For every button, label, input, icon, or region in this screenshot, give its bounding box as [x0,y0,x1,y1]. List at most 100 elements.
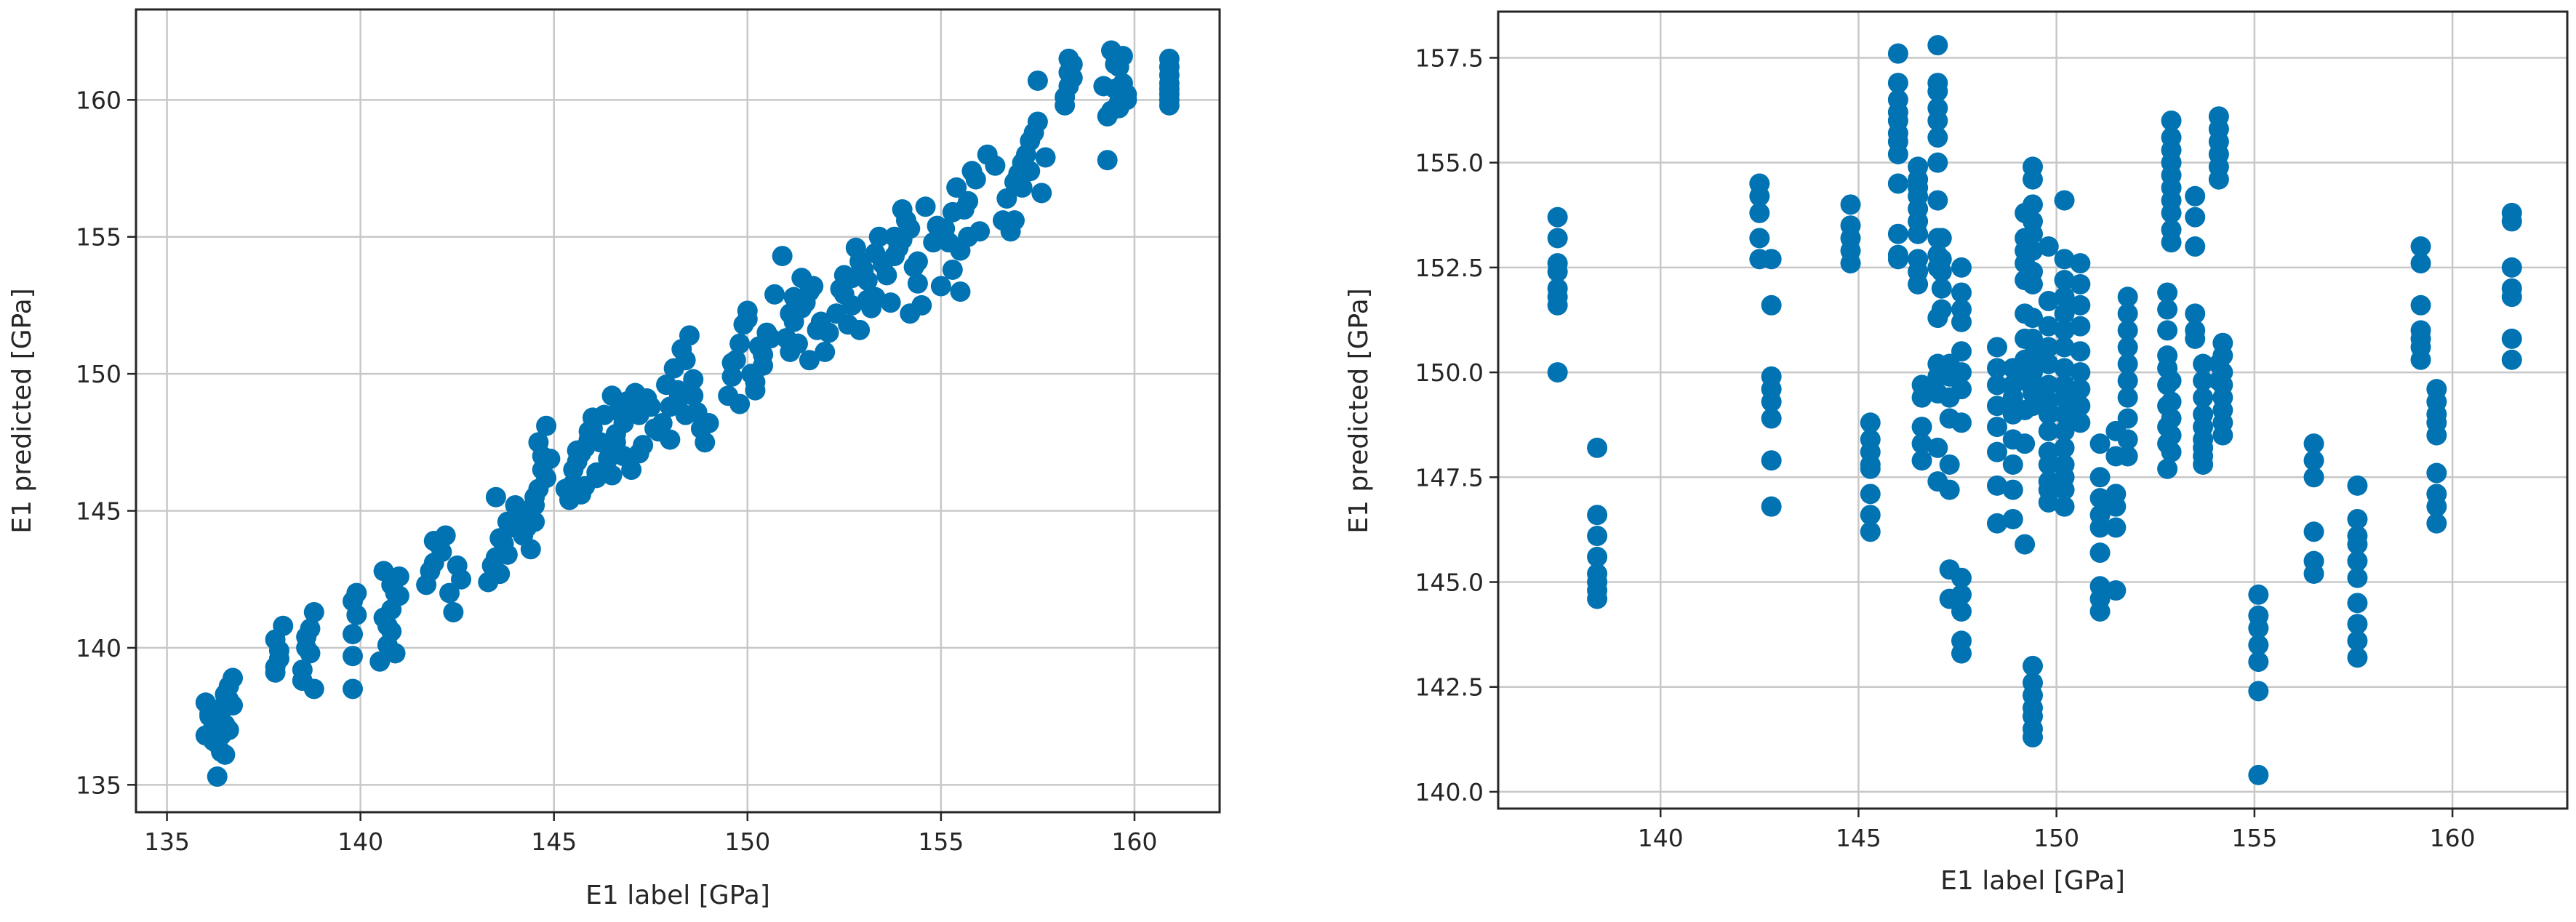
right-data-point [2117,370,2138,391]
right-data-point [2157,282,2178,303]
right-data-point [2054,387,2075,408]
right-data-point [1931,228,1952,249]
right-data-point [2038,454,2059,475]
left-data-point [1159,79,1180,100]
right-data-point [2070,379,2091,400]
left-data-point [1108,97,1129,119]
left-data-point [900,303,921,324]
right-data-point [2161,232,2182,253]
left-data-point [849,319,871,340]
right-data-point [1927,35,1948,56]
right-data-point [2105,580,2127,601]
left-data-point [532,446,553,467]
left-data-point [369,651,391,672]
left-x-tick-label: 150 [724,827,770,856]
right-x-tick-label: 150 [2033,824,2079,852]
right-y-tick-label: 140.0 [1415,778,1484,806]
right-data-point [2054,286,2075,308]
right-data-point [1939,454,1960,475]
right-data-point [1887,249,1908,270]
left-data-point [857,289,878,310]
left-data-point [1023,122,1044,143]
left-data-point [892,199,913,220]
right-data-point [2089,467,2111,488]
left-y-tick-label: 150 [76,360,121,388]
right-data-point [1749,202,1770,223]
left-data-point [439,582,460,604]
right-data-point [2185,328,2206,349]
left-data-point [423,530,444,551]
right-data-point [2501,328,2522,349]
left-data-point [343,678,363,699]
right-x-tick-label: 160 [2430,824,2476,852]
left-data-point [958,226,979,247]
left-data-point [907,273,928,294]
left-data-point [1097,150,1118,171]
left-data-point [497,544,518,565]
left-data-point [1112,73,1133,94]
right-x-tick-label: 145 [1836,824,1881,852]
right-data-point [1927,81,1948,102]
left-data-point [760,328,781,349]
right-data-point [1908,223,1929,244]
right-data-point [2070,253,2091,274]
right-y-tick-label: 142.5 [1415,673,1484,702]
left-data-point [633,435,654,456]
right-data-point [2015,534,2036,555]
left-y-tick-label: 145 [76,497,121,526]
right-data-point [2161,425,2182,446]
right-data-point [2185,207,2206,228]
right-data-point [2410,236,2431,257]
right-data-point [2002,508,2023,529]
right-data-point [2054,337,2075,358]
right-data-point [2023,345,2043,366]
right-data-point [2117,303,2138,324]
left-data-point [745,372,766,393]
right-data-point [2410,294,2431,316]
right-data-point [2248,652,2269,673]
right-data-point [1951,282,1972,303]
right-data-point [1931,278,1952,299]
right-data-point [2347,593,2368,614]
right-data-point [1911,387,1932,408]
left-data-point [520,539,541,560]
left-gridlines [136,9,1220,812]
left-data-point [656,374,677,396]
left-data-point [621,460,642,481]
right-data-point [2054,190,2075,211]
left-data-point [443,601,464,622]
right-plot-frame [1497,10,2569,810]
left-data-point [938,232,959,253]
left-data-point [884,226,905,247]
left-data-point [1093,76,1114,97]
right-data-point [2347,614,2368,635]
right-data-point [2501,286,2522,308]
left-data-point [223,668,244,689]
right-data-point [1587,505,1608,526]
left-data-point [215,744,236,765]
right-data-point [1987,475,2007,496]
right-data-point [2002,454,2023,475]
right-data-point [2347,550,2368,572]
right-data-point [1761,408,1782,429]
left-data-point [388,585,409,606]
left-data-point [841,294,863,316]
right-data-point [2038,316,2059,337]
left-data-point [698,412,719,433]
right-data-point [2303,467,2324,488]
right-data-point [2157,458,2178,479]
left-data-point [907,251,928,272]
left-data-point [1062,68,1083,89]
right-y-ticks: 140.0 142.5 145.0 147.5 150.0 152.5 155.0 157.5 [1415,44,1498,806]
left-data-point [845,237,866,258]
left-data-points [195,40,1180,787]
left-data-point [791,268,812,289]
right-data-point [2303,521,2324,542]
right-data-point [2161,441,2182,462]
left-data-point [1031,183,1052,204]
right-data-point [2023,223,2043,244]
right-data-point [2157,320,2178,341]
left-data-point [683,385,704,406]
left-data-point [381,621,402,642]
right-data-point [1547,261,1568,282]
